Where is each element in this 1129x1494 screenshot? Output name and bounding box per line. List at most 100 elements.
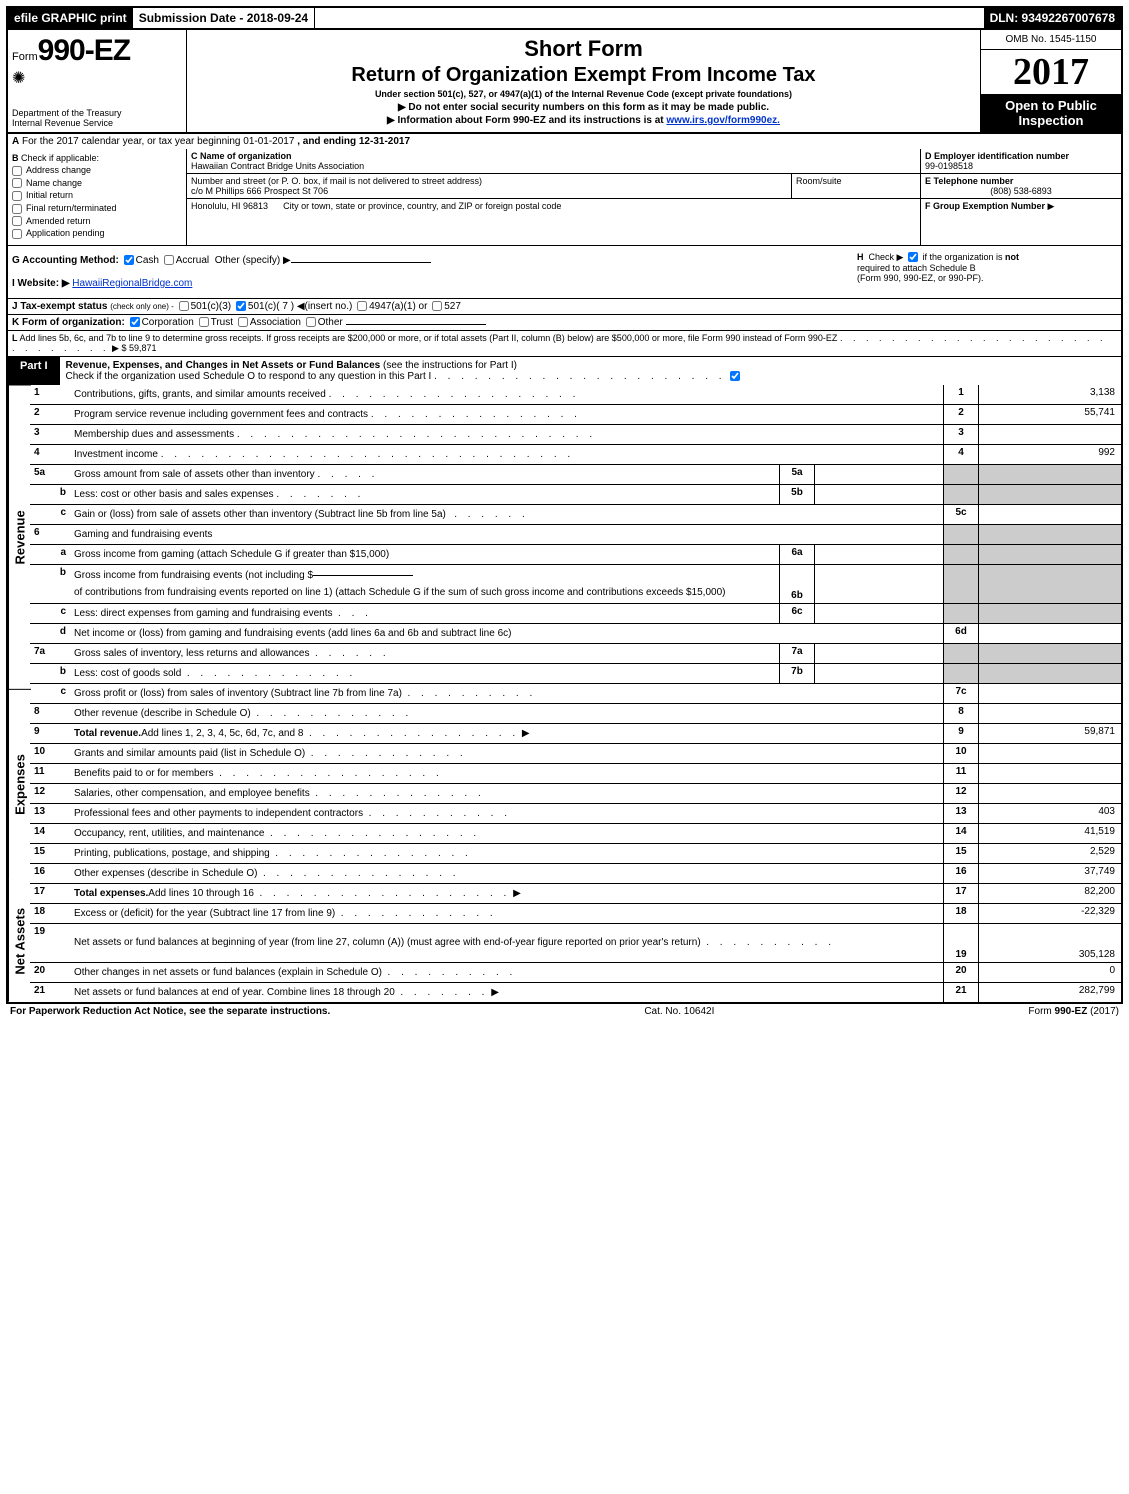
netassets-side-label: Net Assets — [8, 880, 31, 1002]
line-10: 10 Grants and similar amounts paid (list… — [30, 744, 1121, 764]
accounting-accrual-label: Accrual — [176, 255, 209, 266]
schedule-b-check[interactable] — [908, 252, 918, 262]
j-4947-check[interactable] — [357, 301, 367, 311]
header-right: OMB No. 1545-1150 2017 Open to Public In… — [980, 30, 1121, 132]
line-17-value: 82,200 — [978, 884, 1121, 903]
k-corp-check[interactable] — [130, 317, 140, 327]
street-label: Number and street (or P. O. box, if mail… — [191, 176, 482, 186]
header-left: Form990-EZ ✺ Department of the Treasury … — [8, 30, 187, 132]
section-c: C Name of organization Hawaiian Contract… — [187, 149, 920, 245]
ein-label: D Employer identification number — [925, 151, 1069, 161]
form-prefix: Form — [12, 51, 38, 63]
section-abcdef: A For the 2017 calendar year, or tax yea… — [6, 134, 1123, 246]
schedule-o-check[interactable] — [730, 371, 740, 381]
accounting-cash-check[interactable] — [124, 255, 134, 265]
line-20: 20 Other changes in net assets or fund b… — [30, 963, 1121, 983]
line-5a: 5a Gross amount from sale of assets othe… — [30, 465, 1121, 485]
submission-date: Submission Date - 2018-09-24 — [133, 8, 315, 28]
line-2-value: 55,741 — [978, 405, 1121, 424]
revenue-side-label: Revenue — [8, 385, 31, 690]
accounting-other-input[interactable] — [291, 262, 431, 263]
k-other-check[interactable] — [306, 317, 316, 327]
form990ez-link[interactable]: www.irs.gov/form990ez. — [666, 115, 780, 126]
j-501c3-check[interactable] — [179, 301, 189, 311]
line-1: 1 Contributions, gifts, grants, and simi… — [30, 385, 1121, 405]
label-j: J Tax-exempt status — [12, 301, 107, 312]
line-13-value: 403 — [978, 804, 1121, 823]
line-6b-amount-input[interactable] — [313, 575, 413, 576]
irs-line: Internal Revenue Service — [12, 118, 182, 128]
section-j: J Tax-exempt status (check only one) - 5… — [6, 299, 1123, 315]
return-title: Return of Organization Exempt From Incom… — [191, 64, 976, 87]
dept-treasury: Department of the Treasury — [12, 108, 182, 118]
name-of-org-label: C Name of organization — [191, 151, 292, 161]
check-name-change[interactable]: Name change — [12, 178, 182, 189]
line-a: A For the 2017 calendar year, or tax yea… — [8, 134, 1121, 149]
org-name: Hawaiian Contract Bridge Units Associati… — [191, 161, 364, 171]
line-8: 8 Other revenue (describe in Schedule O)… — [30, 704, 1121, 724]
k-assoc-check[interactable] — [238, 317, 248, 327]
h-check-text: Check ▶ — [869, 252, 904, 262]
line-16-value: 37,749 — [978, 864, 1121, 883]
part-1-title: Revenue, Expenses, and Changes in Net As… — [60, 357, 1121, 385]
line-12: 12 Salaries, other compensation, and emp… — [30, 784, 1121, 804]
tax-year-begin: For the 2017 calendar year, or tax year … — [22, 136, 294, 147]
section-l: L Add lines 5b, 6c, and 7b to line 9 to … — [6, 331, 1123, 357]
line-4: 4 Investment income . . . . . . . . . . … — [30, 445, 1121, 465]
city-label: City or town, state or province, country… — [283, 201, 561, 211]
form-header: Form990-EZ ✺ Department of the Treasury … — [6, 30, 1123, 134]
line-3-value — [978, 425, 1121, 444]
part-1-table: Revenue Expenses Net Assets 1 Contributi… — [6, 385, 1123, 1004]
check-if-applicable: Check if applicable: — [21, 153, 99, 163]
section-b: B Check if applicable: Address change Na… — [8, 149, 187, 245]
check-final-return[interactable]: Final return/terminated — [12, 203, 182, 214]
k-assoc: Association — [250, 317, 301, 328]
part-1-header: Part I Revenue, Expenses, and Changes in… — [6, 357, 1123, 385]
line-14: 14 Occupancy, rent, utilities, and maint… — [30, 824, 1121, 844]
j-527: 527 — [444, 301, 461, 312]
city-state-zip: Honolulu, HI 96813 — [191, 201, 268, 211]
short-form-title: Short Form — [191, 36, 976, 62]
line-2: 2 Program service revenue including gove… — [30, 405, 1121, 425]
group-exemption-label: F Group Exemption Number — [925, 201, 1045, 211]
section-ghi: G Accounting Method: Cash Accrual Other … — [6, 246, 1123, 299]
line-16: 16 Other expenses (describe in Schedule … — [30, 864, 1121, 884]
form-number: 990-EZ — [38, 34, 130, 67]
line-18: 18 Excess or (deficit) for the year (Sub… — [30, 904, 1121, 924]
line-19-value: 305,128 — [978, 924, 1121, 962]
phone-value: (808) 538-6893 — [925, 186, 1117, 196]
k-corp: Corporation — [142, 317, 194, 328]
k-trust-check[interactable] — [199, 317, 209, 327]
k-other: Other — [318, 317, 343, 328]
efile-print-label: efile GRAPHIC print — [8, 8, 133, 28]
top-bar: efile GRAPHIC print Submission Date - 20… — [6, 6, 1123, 30]
accounting-accrual-check[interactable] — [164, 255, 174, 265]
j-501c-check[interactable] — [236, 301, 246, 311]
check-amended-return[interactable]: Amended return — [12, 216, 182, 227]
tax-year-end: , and ending 12-31-2017 — [297, 136, 410, 147]
no-ssn-line: ▶ Do not enter social security numbers o… — [191, 102, 976, 113]
line-13: 13 Professional fees and other payments … — [30, 804, 1121, 824]
check-address-change[interactable]: Address change — [12, 165, 182, 176]
dln-label: DLN: 93492267007678 — [984, 8, 1121, 28]
label-b: B — [12, 153, 19, 163]
street-address: c/o M Phillips 666 Prospect St 706 — [191, 186, 328, 196]
room-suite-label: Room/suite — [791, 174, 920, 198]
k-other-input[interactable] — [346, 324, 486, 325]
j-527-check[interactable] — [432, 301, 442, 311]
line-7b: b Less: cost of goods sold . . . . . . .… — [30, 664, 1121, 684]
label-i: I Website: ▶ — [12, 278, 70, 289]
j-note: (check only one) - — [110, 302, 174, 311]
paperwork-notice: For Paperwork Reduction Act Notice, see … — [10, 1006, 330, 1017]
line-19: 19 Net assets or fund balances at beginn… — [30, 924, 1121, 963]
line-9: 9 Total revenue. Add lines 1, 2, 3, 4, 5… — [30, 724, 1121, 744]
page-footer: For Paperwork Reduction Act Notice, see … — [6, 1004, 1123, 1019]
label-k: K Form of organization: — [12, 317, 125, 328]
arrow-icon: ▶ — [1048, 201, 1055, 211]
form-ref: Form 990-EZ (2017) — [1028, 1006, 1119, 1017]
website-link[interactable]: HawaiiRegionalBridge.com — [72, 278, 192, 289]
line-15-value: 2,529 — [978, 844, 1121, 863]
check-initial-return[interactable]: Initial return — [12, 190, 182, 201]
check-application-pending[interactable]: Application pending — [12, 228, 182, 239]
section-h: H Check ▶ if the organization is not req… — [857, 252, 1117, 292]
